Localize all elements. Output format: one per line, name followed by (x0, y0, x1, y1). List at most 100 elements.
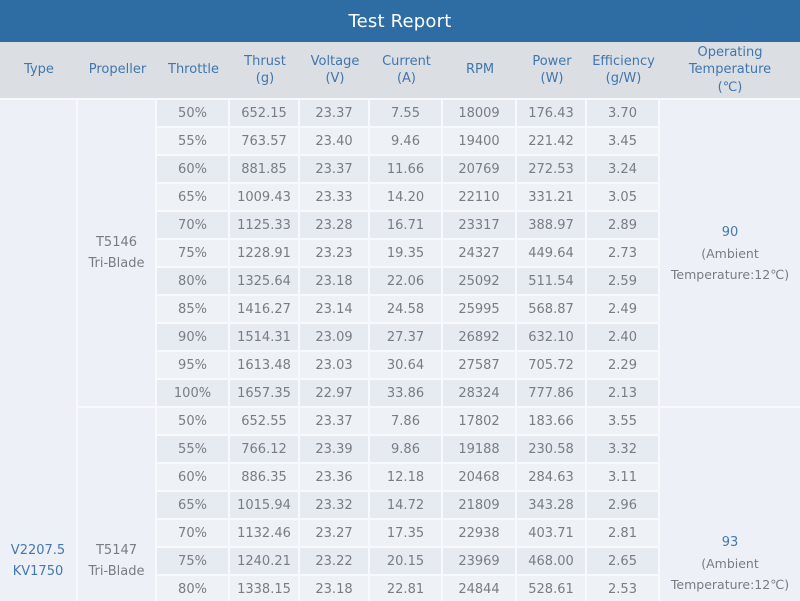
column-header-thrust: Thrust (g) (230, 42, 300, 100)
cell-thrust: 881.85 (230, 156, 300, 184)
propeller-cell: T5146 Tri-Blade (78, 100, 157, 408)
operating-temperature-cell: 90 (Ambient Temperature:12℃) (660, 100, 800, 408)
operating-temperature-cell: 93 (Ambient Temperature:12℃) (660, 408, 800, 601)
cell-throttle: 95% (157, 352, 230, 380)
table-row: 60% 881.85 23.37 11.66 20769 272.53 3.24 (0, 156, 800, 184)
cell-thrust: 766.12 (230, 436, 300, 464)
cell-power: 272.53 (517, 156, 587, 184)
cell-voltage: 23.37 (300, 156, 370, 184)
cell-throttle: 100% (157, 380, 230, 408)
cell-power: 449.64 (517, 240, 587, 268)
column-header-efficiency: Efficiency (g/W) (587, 42, 660, 100)
header-row: Type Propeller Throttle Thrust (g) Voltage (… (0, 42, 800, 100)
propeller-cell: T5147 Tri-Blade (78, 408, 157, 601)
table-row: 60% 886.35 23.36 12.18 20468 284.63 3.11 (0, 464, 800, 492)
cell-current: 19.35 (370, 240, 443, 268)
cell-efficiency: 2.29 (587, 352, 660, 380)
cell-efficiency: 2.73 (587, 240, 660, 268)
cell-voltage: 23.39 (300, 436, 370, 464)
table-row: 70% 1125.33 23.28 16.71 23317 388.97 2.89 (0, 212, 800, 240)
cell-rpm: 17802 (443, 408, 517, 436)
cell-current: 20.15 (370, 548, 443, 576)
cell-efficiency: 2.89 (587, 212, 660, 240)
motor-type-label: V2207.5 KV1750 (10, 543, 66, 579)
cell-current: 7.55 (370, 100, 443, 128)
cell-thrust: 763.57 (230, 128, 300, 156)
cell-efficiency: 3.11 (587, 464, 660, 492)
cell-current: 7.86 (370, 408, 443, 436)
cell-efficiency: 2.59 (587, 268, 660, 296)
cell-rpm: 24327 (443, 240, 517, 268)
cell-thrust: 1228.91 (230, 240, 300, 268)
cell-current: 14.72 (370, 492, 443, 520)
cell-throttle: 75% (157, 548, 230, 576)
cell-rpm: 19400 (443, 128, 517, 156)
cell-current: 16.71 (370, 212, 443, 240)
cell-thrust: 1125.33 (230, 212, 300, 240)
cell-thrust: 1325.64 (230, 268, 300, 296)
cell-thrust: 1338.15 (230, 576, 300, 601)
cell-thrust: 1657.35 (230, 380, 300, 408)
column-header-operating_temperature: Operating Temperature (℃) (660, 42, 800, 100)
operating-temperature-value: 93 (721, 535, 739, 550)
cell-voltage: 23.18 (300, 576, 370, 601)
column-header-power: Power (W) (517, 42, 587, 100)
cell-rpm: 24844 (443, 576, 517, 601)
cell-current: 9.86 (370, 436, 443, 464)
cell-power: 568.87 (517, 296, 587, 324)
operating-temperature-block: 93 (Ambient Temperature:12℃) (660, 408, 800, 595)
cell-efficiency: 2.13 (587, 380, 660, 408)
cell-throttle: 80% (157, 268, 230, 296)
cell-voltage: 23.32 (300, 492, 370, 520)
cell-voltage: 23.18 (300, 268, 370, 296)
cell-voltage: 23.03 (300, 352, 370, 380)
cell-voltage: 23.22 (300, 548, 370, 576)
table-row: 65% 1015.94 23.32 14.72 21809 343.28 2.96 (0, 492, 800, 520)
cell-throttle: 60% (157, 156, 230, 184)
cell-throttle: 90% (157, 324, 230, 352)
cell-current: 9.46 (370, 128, 443, 156)
column-header-rpm: RPM (443, 42, 517, 100)
cell-thrust: 1009.43 (230, 184, 300, 212)
cell-throttle: 55% (157, 436, 230, 464)
cell-power: 230.58 (517, 436, 587, 464)
cell-throttle: 55% (157, 128, 230, 156)
table-row: 100% 1657.35 22.97 33.86 28324 777.86 2.13 (0, 380, 800, 408)
cell-current: 17.35 (370, 520, 443, 548)
cell-power: 705.72 (517, 352, 587, 380)
cell-voltage: 23.33 (300, 184, 370, 212)
cell-rpm: 28324 (443, 380, 517, 408)
column-header-throttle: Throttle (157, 42, 230, 100)
cell-voltage: 23.40 (300, 128, 370, 156)
cell-rpm: 25995 (443, 296, 517, 324)
table-body: V2207.5 KV1750 T5146 Tri-Blade 50% 652.15 23… (0, 100, 800, 601)
table-row: 95% 1613.48 23.03 30.64 27587 705.72 2.29 (0, 352, 800, 380)
column-header-current: Current (A) (370, 42, 443, 100)
cell-efficiency: 3.70 (587, 100, 660, 128)
table-row: 85% 1416.27 23.14 24.58 25995 568.87 2.49 (0, 296, 800, 324)
cell-throttle: 50% (157, 100, 230, 128)
cell-power: 632.10 (517, 324, 587, 352)
cell-current: 14.20 (370, 184, 443, 212)
cell-voltage: 23.36 (300, 464, 370, 492)
table-row: 65% 1009.43 23.33 14.20 22110 331.21 3.05 (0, 184, 800, 212)
cell-thrust: 652.15 (230, 100, 300, 128)
cell-throttle: 85% (157, 296, 230, 324)
cell-efficiency: 3.05 (587, 184, 660, 212)
cell-current: 27.37 (370, 324, 443, 352)
operating-temperature-value: 90 (721, 224, 739, 240)
cell-voltage: 23.14 (300, 296, 370, 324)
cell-power: 176.43 (517, 100, 587, 128)
cell-thrust: 1132.46 (230, 520, 300, 548)
cell-efficiency: 2.96 (587, 492, 660, 520)
cell-power: 284.63 (517, 464, 587, 492)
cell-efficiency: 3.55 (587, 408, 660, 436)
cell-current: 22.06 (370, 268, 443, 296)
cell-thrust: 1240.21 (230, 548, 300, 576)
cell-thrust: 1613.48 (230, 352, 300, 380)
cell-rpm: 20468 (443, 464, 517, 492)
cell-power: 331.21 (517, 184, 587, 212)
cell-current: 22.81 (370, 576, 443, 601)
cell-rpm: 18009 (443, 100, 517, 128)
